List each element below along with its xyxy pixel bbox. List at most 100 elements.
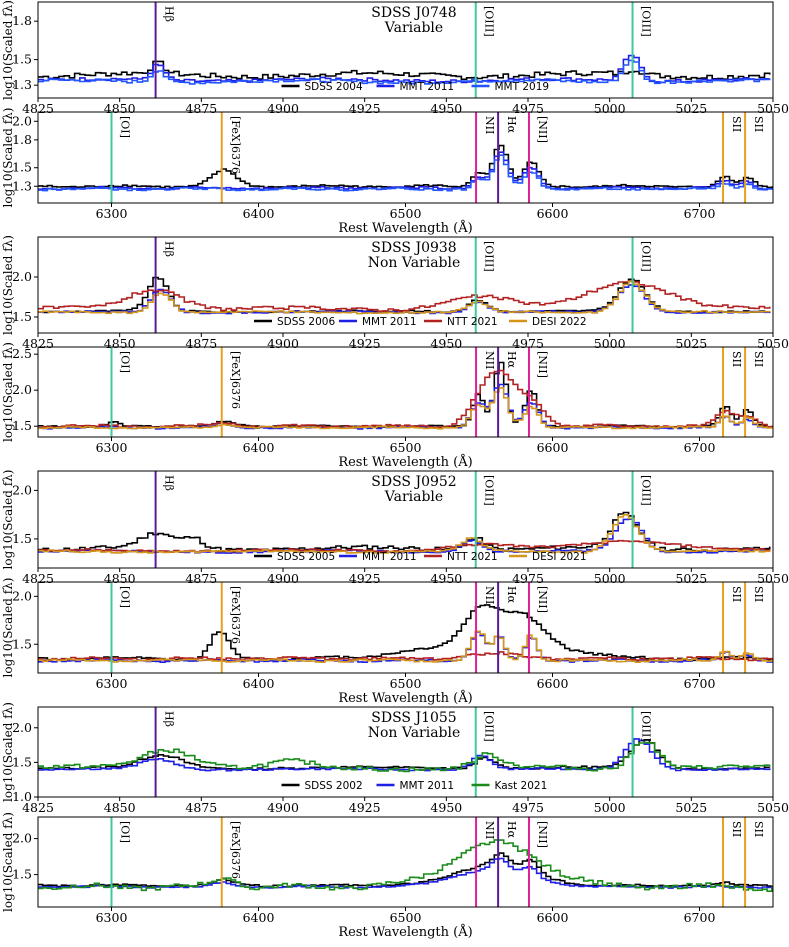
x-tick-label: 4975	[512, 800, 544, 815]
line-label: [NII]	[536, 351, 549, 378]
line-label: NII	[483, 821, 496, 839]
x-tick-label: 5025	[675, 571, 707, 586]
y-axis-label: log10(Scaled fλ)	[1, 578, 15, 678]
x-tick-label: 6500	[390, 910, 422, 925]
axes-frame	[37, 346, 774, 438]
x-axis-label: Rest Wavelength (Å)	[338, 690, 472, 706]
legend-label: Kast 2021	[495, 780, 548, 792]
axes-frame	[37, 236, 774, 334]
panel-J0938-hbeta: Hβ [OIII] [OIII]4825 4850 4875 4900 4925 4950 49…	[1, 235, 789, 351]
x-tick-label: 6700	[684, 910, 716, 925]
x-tick-label: 6700	[684, 676, 716, 691]
series-sdss-2004	[38, 144, 773, 189]
panel-J1055-hbeta: Hβ [OIII] [OIII] 4825 4850 4875 4900 4925 4950 49…	[1, 702, 789, 815]
series-sdss-2004	[38, 60, 771, 81]
x-tick-label: 6300	[96, 206, 128, 221]
y-tick-label: 1.0	[12, 789, 32, 804]
panel-J0748-halpha: [OI] [FeX]6376 NII Hα [NII] SII SII 6300 6400 650…	[1, 108, 774, 236]
line-label: Hβ	[163, 711, 176, 727]
x-tick-label: 5050	[757, 800, 789, 815]
x-tick-label: 6700	[684, 440, 716, 455]
x-tick-label: 6600	[537, 910, 569, 925]
y-tick-label: 1.5	[12, 867, 32, 882]
series-mmt-2011	[38, 383, 773, 430]
legend-label: SDSS 2002	[305, 780, 363, 792]
x-tick-label: 6300	[96, 910, 128, 925]
line-label: SII	[752, 821, 765, 837]
line-label: [FeX]6376	[229, 586, 242, 644]
line-label: [FeX]6376	[229, 351, 242, 409]
x-tick-label: 4875	[185, 336, 217, 351]
line-label: [OIII]	[640, 475, 653, 506]
y-tick-label: 1.5	[12, 52, 32, 67]
axes-frame	[37, 470, 774, 569]
y-tick-label: 2.5	[12, 346, 32, 361]
y-tick-label: 1.8	[12, 13, 32, 28]
axes-frame	[37, 706, 774, 798]
panel-J0748-hbeta: Hβ [OIII] [OIII]4825 4850 4875 4900 4925 4950 49…	[1, 0, 789, 116]
line-label: [OI]	[119, 821, 132, 843]
line-label: SII	[752, 116, 765, 132]
panel-subtitle: Variable	[384, 489, 443, 505]
panel-title: SDSS J0748	[371, 5, 456, 21]
series-sdss-2006	[38, 361, 773, 429]
x-tick-label: 4875	[185, 571, 217, 586]
panel-J1055-halpha: [OI] [FeX]6376 NII Hα [NII] SII SII 6300 6400 650…	[1, 812, 774, 940]
x-axis-label: Rest Wavelength (Å)	[338, 454, 472, 470]
y-tick-label: 1.5	[12, 636, 32, 651]
x-tick-label: 4950	[430, 800, 462, 815]
line-label: [NII]	[536, 821, 549, 848]
panel-subtitle: Non Variable	[368, 255, 461, 271]
panel-J0938-halpha: [OI] [FeX]6376 NII Hα [NII] SII SII 6300 6400 650…	[1, 342, 774, 470]
line-label: SII	[730, 821, 743, 837]
x-tick-label: 6300	[96, 440, 128, 455]
x-tick-label: 6700	[684, 206, 716, 221]
x-tick-label: 4950	[430, 336, 462, 351]
line-label: NII	[483, 351, 496, 369]
x-tick-label: 5000	[594, 101, 626, 116]
line-label: SII	[730, 586, 743, 602]
x-axis-label: Rest Wavelength (Å)	[338, 220, 472, 236]
x-tick-label: 4950	[430, 571, 462, 586]
panel-title: SDSS J0938	[371, 240, 456, 256]
y-axis-label: log10(Scaled fλ)	[1, 0, 15, 100]
x-tick-label: 5000	[594, 336, 626, 351]
series-sdss-2005	[38, 511, 771, 553]
line-label: NII	[483, 586, 496, 604]
x-tick-label: 6600	[537, 676, 569, 691]
y-tick-label: 2.0	[12, 482, 32, 497]
y-axis-label: log10(Scaled fλ)	[1, 235, 15, 335]
series-kast-2021	[38, 741, 771, 773]
y-axis-label: log10(Scaled fλ)	[1, 812, 15, 912]
axes-frame	[37, 1, 774, 99]
series-desi-2022	[38, 280, 771, 315]
line-label: [OIII]	[640, 6, 653, 37]
x-tick-label: 6500	[390, 440, 422, 455]
x-tick-label: 4875	[185, 800, 217, 815]
y-tick-label: 1.5	[12, 754, 32, 769]
line-label: SII	[730, 116, 743, 132]
x-tick-label: 5000	[594, 571, 626, 586]
x-tick-label: 5000	[594, 800, 626, 815]
series-mmt-2011	[38, 54, 771, 84]
x-tick-label: 4900	[267, 571, 299, 586]
x-tick-label: 4850	[104, 800, 136, 815]
y-tick-label: 1.5	[12, 418, 32, 433]
line-label: [OIII]	[640, 711, 653, 742]
x-tick-label: 6400	[243, 676, 275, 691]
line-label: [OI]	[119, 116, 132, 138]
x-tick-label: 6400	[243, 440, 275, 455]
legend-label: SDSS 2005	[277, 551, 335, 563]
series-kast-2021	[38, 839, 773, 892]
line-label: [OIII]	[640, 241, 653, 272]
y-tick-label: 2.0	[12, 831, 32, 846]
x-tick-label: 5025	[675, 800, 707, 815]
legend-label: MMT 2011	[400, 780, 455, 792]
y-tick-label: 1.3	[12, 77, 32, 92]
panel-title: SDSS J1055	[371, 710, 456, 726]
x-tick-label: 6500	[390, 206, 422, 221]
x-tick-label: 4925	[349, 571, 381, 586]
x-axis-label: Rest Wavelength (Å)	[338, 924, 472, 940]
line-label: [NII]	[536, 116, 549, 143]
series-mmt-2019	[38, 154, 773, 192]
